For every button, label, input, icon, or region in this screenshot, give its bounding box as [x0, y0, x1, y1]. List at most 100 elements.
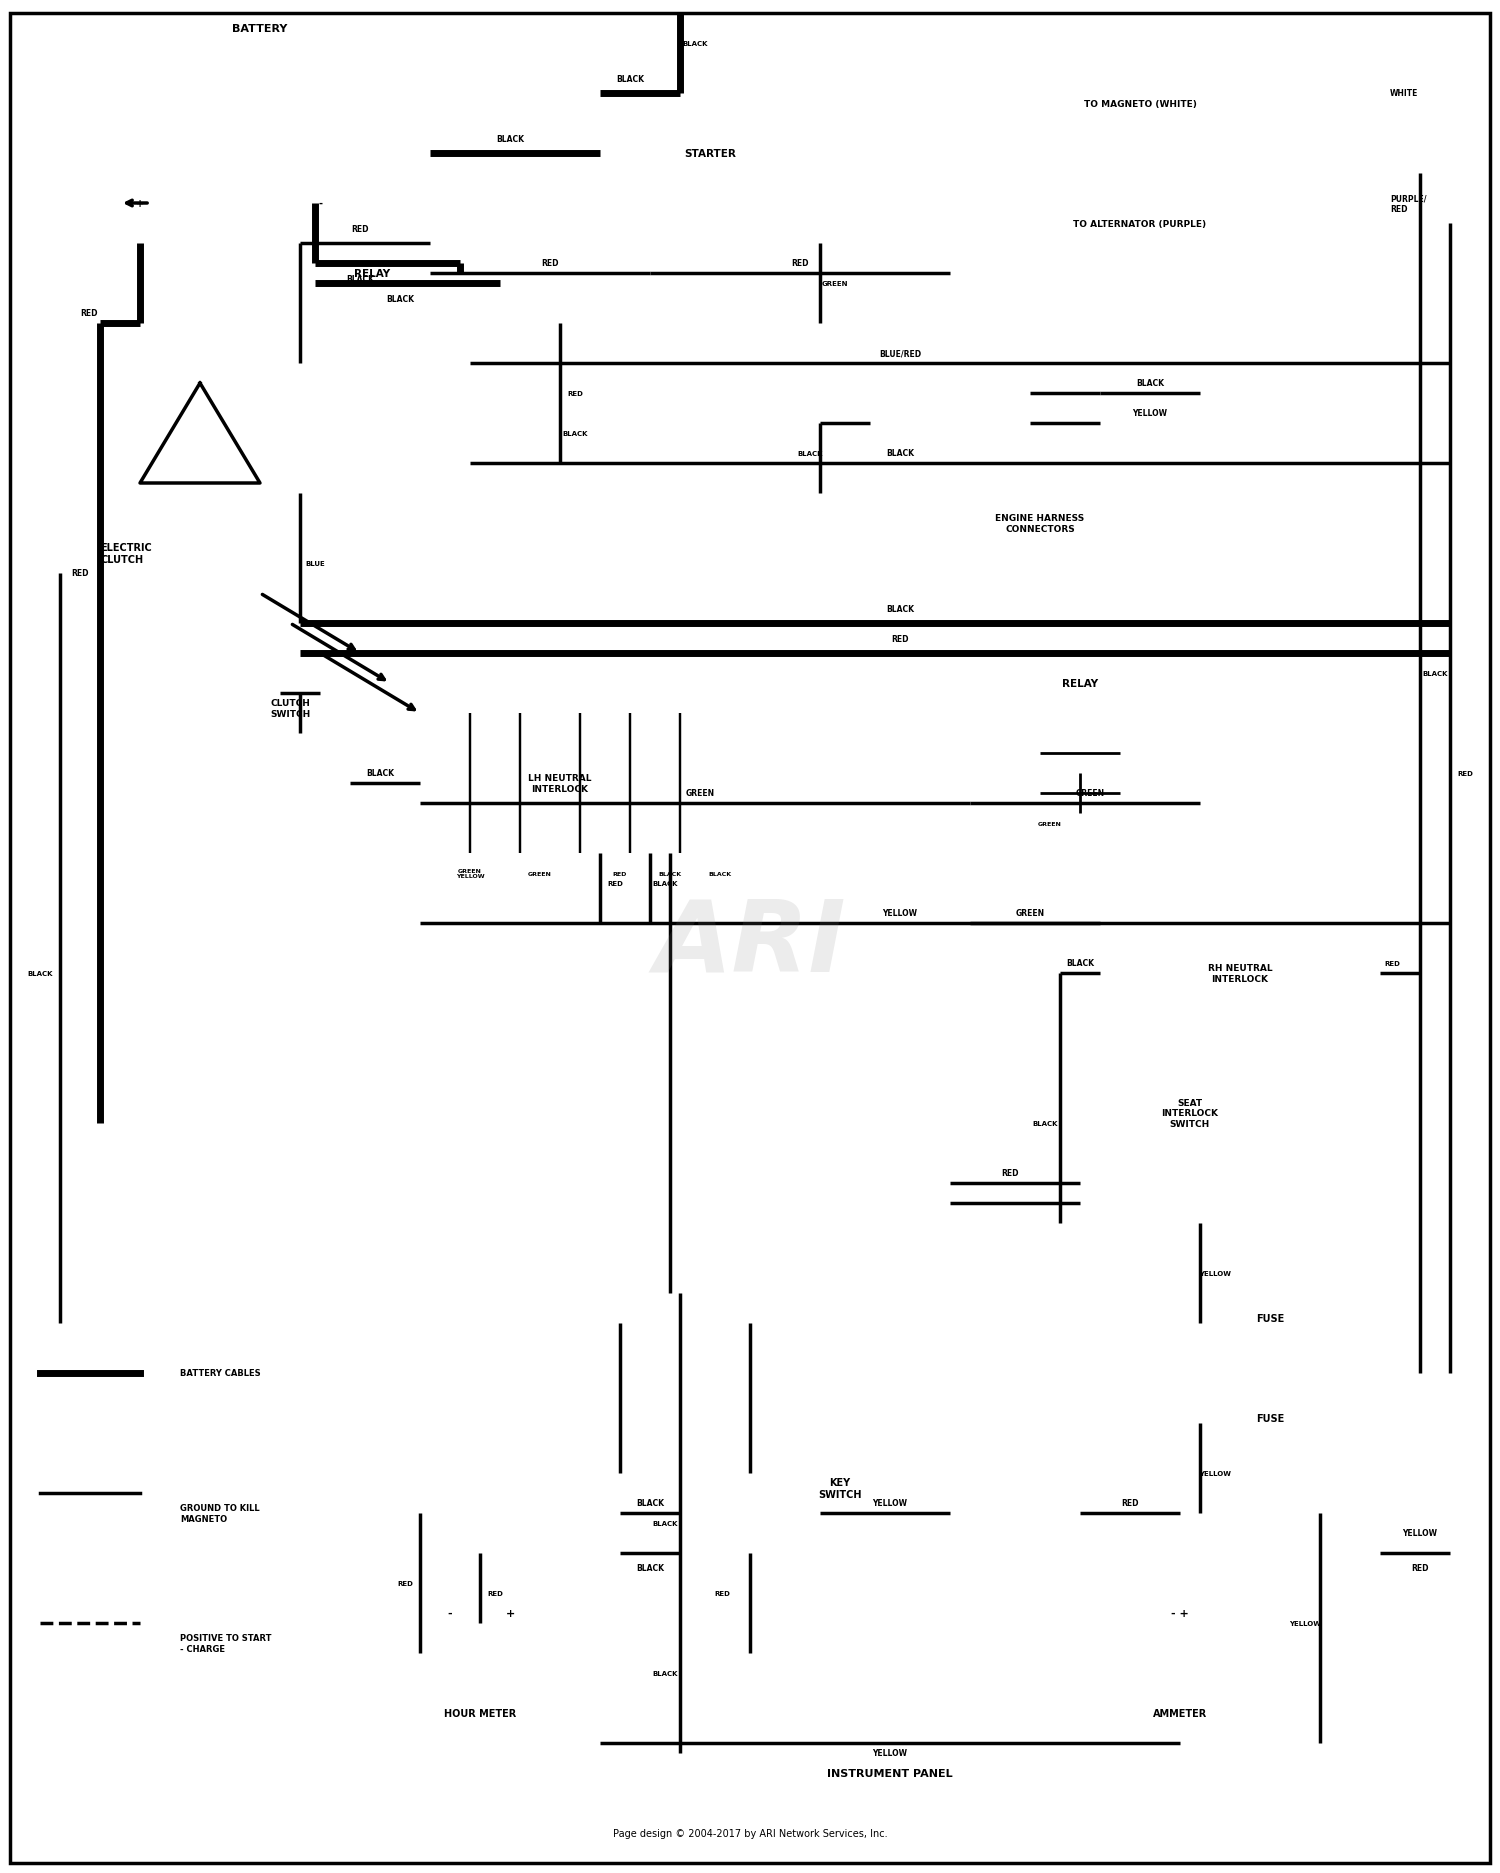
Text: YELLOW: YELLOW	[1198, 1270, 1231, 1276]
Circle shape	[710, 1474, 791, 1553]
Circle shape	[400, 1534, 560, 1693]
Bar	[1000, 714, 1160, 854]
Text: BLACK: BLACK	[652, 1521, 678, 1526]
Bar	[600, 94, 820, 214]
Text: ARI: ARI	[654, 895, 846, 993]
Text: BLACK: BLACK	[658, 871, 681, 877]
Circle shape	[160, 109, 190, 139]
Text: BATTERY CABLES: BATTERY CABLES	[180, 1369, 261, 1379]
Text: TO MAGNETO (WHITE): TO MAGNETO (WHITE)	[1083, 99, 1197, 109]
Circle shape	[1196, 189, 1264, 258]
Text: RELAY: RELAY	[354, 270, 390, 279]
Text: BLACK: BLACK	[616, 75, 644, 84]
Text: WHITE: WHITE	[1390, 90, 1419, 99]
Text: -: -	[447, 1609, 453, 1618]
Text: CLUTCH
SWITCH: CLUTCH SWITCH	[270, 699, 310, 719]
Text: BLACK: BLACK	[798, 451, 822, 457]
Circle shape	[206, 109, 236, 139]
Bar	[100, 43, 420, 243]
Text: RED: RED	[614, 871, 627, 877]
Text: YELLOW: YELLOW	[1288, 1620, 1322, 1626]
Text: FUSE: FUSE	[1256, 1313, 1284, 1324]
Text: POSITIVE TO START
- CHARGE: POSITIVE TO START - CHARGE	[180, 1633, 272, 1652]
Text: AMMETER: AMMETER	[1154, 1708, 1208, 1718]
Text: BLACK: BLACK	[636, 1498, 664, 1508]
Text: BLACK: BLACK	[346, 273, 374, 283]
Bar	[1180, 1384, 1360, 1453]
Bar	[1100, 903, 1380, 1043]
Text: BLACK: BLACK	[652, 880, 678, 886]
Text: TO ALTERNATOR (PURPLE): TO ALTERNATOR (PURPLE)	[1074, 219, 1206, 229]
Text: RED: RED	[351, 225, 369, 234]
Text: BLACK: BLACK	[886, 450, 914, 459]
Circle shape	[484, 1609, 536, 1658]
Text: BLACK: BLACK	[1066, 959, 1094, 968]
Text: RED: RED	[1120, 1498, 1138, 1508]
Text: BLACK: BLACK	[1136, 380, 1164, 388]
Bar	[380, 1294, 1400, 1753]
Text: BLACK: BLACK	[366, 770, 394, 777]
Polygon shape	[116, 184, 165, 225]
Text: GROUND TO KILL
MAGNETO: GROUND TO KILL MAGNETO	[180, 1504, 260, 1523]
Text: BLACK: BLACK	[708, 871, 732, 877]
Circle shape	[120, 363, 280, 524]
Circle shape	[116, 109, 146, 139]
Text: RED: RED	[1000, 1169, 1018, 1178]
Text: YELLOW: YELLOW	[882, 908, 918, 918]
Text: BLACK: BLACK	[636, 1564, 664, 1573]
Circle shape	[251, 109, 280, 139]
Text: GREEN: GREEN	[686, 789, 714, 798]
Bar	[1080, 1143, 1300, 1223]
Bar	[950, 34, 1330, 294]
Text: GREEN
YELLOW: GREEN YELLOW	[456, 869, 484, 878]
Text: YELLOW: YELLOW	[1198, 1470, 1231, 1476]
Text: BLACK: BLACK	[562, 431, 588, 436]
Circle shape	[340, 109, 370, 139]
Text: GREEN: GREEN	[1038, 820, 1062, 826]
Circle shape	[1196, 58, 1264, 129]
Text: PURPLE/
RED: PURPLE/ RED	[1390, 195, 1426, 214]
Circle shape	[1090, 1523, 1270, 1703]
Text: RED: RED	[542, 258, 558, 268]
Bar	[20, 1313, 340, 1733]
Text: KEY
SWITCH: KEY SWITCH	[819, 1478, 861, 1498]
Bar	[251, 734, 350, 794]
Text: - +: - +	[1172, 1609, 1190, 1618]
Text: RED: RED	[1384, 961, 1400, 966]
Text: RED: RED	[567, 391, 584, 397]
Circle shape	[210, 468, 251, 509]
Text: GREEN: GREEN	[822, 281, 849, 287]
Text: BLACK: BLACK	[386, 294, 414, 303]
Text: +: +	[136, 199, 144, 210]
Text: BLUE/RED: BLUE/RED	[879, 348, 921, 358]
Text: FUSE: FUSE	[1256, 1414, 1284, 1423]
Text: GREEN: GREEN	[528, 871, 552, 877]
Bar	[430, 225, 590, 324]
Bar	[740, 1513, 880, 1654]
Text: YELLOW: YELLOW	[873, 1749, 907, 1757]
Text: GREEN: GREEN	[1076, 789, 1104, 798]
Text: RH NEUTRAL
INTERLOCK: RH NEUTRAL INTERLOCK	[1208, 965, 1272, 983]
Text: BLUE: BLUE	[304, 560, 326, 568]
Text: RED: RED	[608, 880, 622, 886]
Text: INSTRUMENT PANEL: INSTRUMENT PANEL	[827, 1768, 952, 1777]
Bar	[420, 714, 700, 854]
Text: BLACK: BLACK	[496, 135, 523, 144]
Text: RED: RED	[72, 569, 88, 579]
Circle shape	[150, 468, 190, 509]
Text: SEAT
INTERLOCK
SWITCH: SEAT INTERLOCK SWITCH	[1161, 1098, 1218, 1128]
Text: YELLOW: YELLOW	[1402, 1528, 1437, 1538]
Text: +: +	[506, 1609, 515, 1618]
Text: RED: RED	[1456, 770, 1473, 777]
Text: BLACK: BLACK	[652, 1671, 678, 1676]
Text: BATTERY: BATTERY	[232, 24, 288, 34]
Text: YELLOW: YELLOW	[1132, 410, 1167, 418]
Text: RED: RED	[714, 1590, 730, 1596]
Text: BLACK: BLACK	[682, 41, 708, 47]
Text: RED: RED	[398, 1581, 412, 1586]
Bar	[870, 393, 1030, 494]
Text: BLACK: BLACK	[1422, 671, 1448, 676]
Bar	[1060, 393, 1220, 494]
Polygon shape	[290, 184, 340, 225]
Text: RED: RED	[488, 1590, 502, 1596]
